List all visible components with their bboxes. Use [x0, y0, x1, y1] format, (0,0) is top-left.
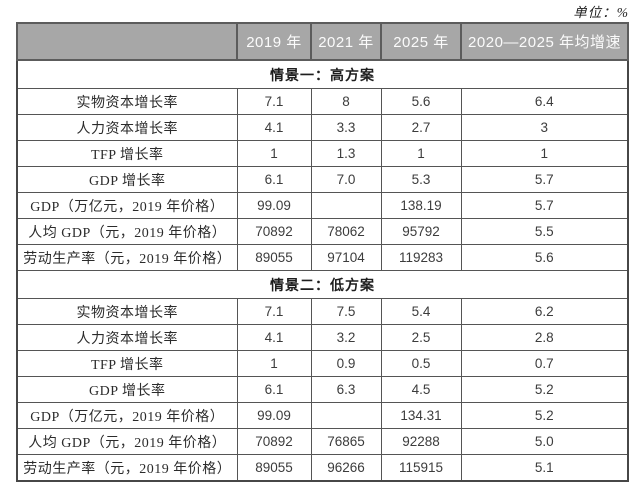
col-header-indicator [16, 22, 238, 61]
cell-value: 5.2 [460, 402, 629, 429]
cell-value: 7.5 [310, 298, 382, 325]
row-label: GDP（万亿元，2019 年价格） [16, 402, 238, 429]
table-row: 人均 GDP（元，2019 年价格） 70892 78062 95792 5.5 [16, 218, 629, 245]
cell-value: 5.7 [460, 166, 629, 193]
cell-value: 119283 [380, 244, 462, 271]
col-header-2019: 2019 年 [236, 22, 312, 61]
row-label: GDP 增长率 [16, 166, 238, 193]
section-title-scenario-2: 情景二：低方案 [16, 270, 629, 299]
table-row: 人力资本增长率 4.1 3.3 2.7 3 [16, 114, 629, 141]
row-label: 人力资本增长率 [16, 114, 238, 141]
table-row: 人均 GDP（元，2019 年价格） 70892 76865 92288 5.0 [16, 428, 629, 455]
cell-value: 5.3 [380, 166, 462, 193]
row-label: GDP（万亿元，2019 年价格） [16, 192, 238, 219]
cell-value: 4.1 [236, 324, 312, 351]
section-header-row: 情景二：低方案 [16, 270, 629, 299]
cell-value: 2.8 [460, 324, 629, 351]
table-row: 劳动生产率（元，2019 年价格） 89055 97104 119283 5.6 [16, 244, 629, 271]
cell-value: 5.6 [380, 88, 462, 115]
cell-value: 4.5 [380, 376, 462, 403]
cell-value: 6.4 [460, 88, 629, 115]
table-row: 人力资本增长率 4.1 3.2 2.5 2.8 [16, 324, 629, 351]
cell-value: 70892 [236, 218, 312, 245]
cell-value: 3 [460, 114, 629, 141]
col-header-avg-growth: 2020—2025 年均增速 [460, 22, 629, 61]
cell-value: 1 [236, 140, 312, 167]
cell-value: 99.09 [236, 402, 312, 429]
col-header-2025: 2025 年 [380, 22, 462, 61]
cell-value: 1 [460, 140, 629, 167]
section-header-row: 情景一：高方案 [16, 59, 629, 89]
row-label: GDP 增长率 [16, 376, 238, 403]
cell-value: 6.3 [310, 376, 382, 403]
unit-label: 单位：% [573, 5, 629, 20]
table-row: 实物资本增长率 7.1 8 5.6 6.4 [16, 88, 629, 115]
row-label: TFP 增长率 [16, 140, 238, 167]
cell-value: 6.1 [236, 376, 312, 403]
row-label: 实物资本增长率 [16, 88, 238, 115]
table-row: TFP 增长率 1 0.9 0.5 0.7 [16, 350, 629, 377]
cell-value: 5.0 [460, 428, 629, 455]
cell-value [310, 192, 382, 219]
cell-value [310, 402, 382, 429]
cell-value: 5.6 [460, 244, 629, 271]
cell-value: 7.1 [236, 88, 312, 115]
cell-value: 4.1 [236, 114, 312, 141]
cell-value: 6.2 [460, 298, 629, 325]
table-row: GDP 增长率 6.1 7.0 5.3 5.7 [16, 166, 629, 193]
row-label: 人力资本增长率 [16, 324, 238, 351]
col-header-2021: 2021 年 [310, 22, 382, 61]
cell-value: 134.31 [380, 402, 462, 429]
cell-value: 1.3 [310, 140, 382, 167]
cell-value: 8 [310, 88, 382, 115]
cell-value: 92288 [380, 428, 462, 455]
cell-value: 3.2 [310, 324, 382, 351]
row-label: 实物资本增长率 [16, 298, 238, 325]
cell-value: 5.4 [380, 298, 462, 325]
table-header-row: 2019 年 2021 年 2025 年 2020—2025 年均增速 [16, 22, 629, 61]
table-row: GDP（万亿元，2019 年价格） 99.09 134.31 5.2 [16, 402, 629, 429]
cell-value: 95792 [380, 218, 462, 245]
row-label: 人均 GDP（元，2019 年价格） [16, 428, 238, 455]
cell-value: 5.7 [460, 192, 629, 219]
cell-value: 0.5 [380, 350, 462, 377]
cell-value: 78062 [310, 218, 382, 245]
scenario-projection-table: 2019 年 2021 年 2025 年 2020—2025 年均增速 情景一：… [16, 22, 629, 482]
cell-value: 6.1 [236, 166, 312, 193]
cell-value: 70892 [236, 428, 312, 455]
cell-value: 97104 [310, 244, 382, 271]
cell-value: 138.19 [380, 192, 462, 219]
cell-value: 0.9 [310, 350, 382, 377]
row-label: TFP 增长率 [16, 350, 238, 377]
cell-value: 3.3 [310, 114, 382, 141]
cell-value: 5.2 [460, 376, 629, 403]
table-row: GDP 增长率 6.1 6.3 4.5 5.2 [16, 376, 629, 403]
cell-value: 99.09 [236, 192, 312, 219]
cell-value: 7.1 [236, 298, 312, 325]
row-label: 人均 GDP（元，2019 年价格） [16, 218, 238, 245]
cell-value: 1 [236, 350, 312, 377]
cell-value: 5.5 [460, 218, 629, 245]
cell-value: 2.5 [380, 324, 462, 351]
cell-value: 89055 [236, 244, 312, 271]
cell-value: 2.7 [380, 114, 462, 141]
table-row: 实物资本增长率 7.1 7.5 5.4 6.2 [16, 298, 629, 325]
section-title-scenario-1: 情景一：高方案 [16, 59, 629, 89]
cell-value: 76865 [310, 428, 382, 455]
cell-value: 1 [380, 140, 462, 167]
table-row: GDP（万亿元，2019 年价格） 99.09 138.19 5.7 [16, 192, 629, 219]
table-row: TFP 增长率 1 1.3 1 1 [16, 140, 629, 167]
cell-value: 7.0 [310, 166, 382, 193]
cell-value: 0.7 [460, 350, 629, 377]
row-label: 劳动生产率（元，2019 年价格） [16, 244, 238, 271]
